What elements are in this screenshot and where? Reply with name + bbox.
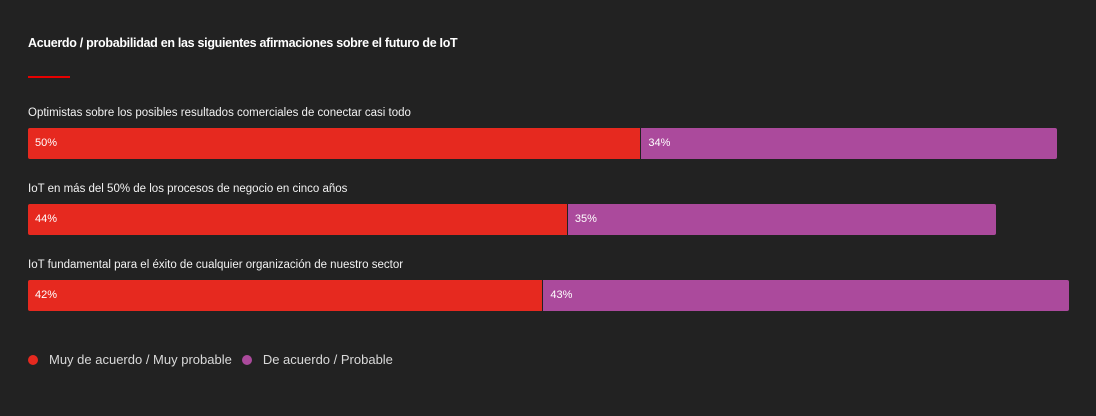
legend-swatch-series-0 xyxy=(28,354,38,365)
bar-segment-series-1-row-0[interactable]: 34% xyxy=(640,128,1057,159)
category-label-1: IoT en más del 50% de los procesos de ne… xyxy=(28,183,348,195)
data-label-series-1-row-0: 34% xyxy=(648,137,671,149)
legend-item-series-1: De acuerdo / Probable xyxy=(241,352,393,367)
data-label-series-0-row-0: 50% xyxy=(35,137,58,149)
title-accent-rule xyxy=(28,76,70,78)
category-label-0: Optimistas sobre los posibles resultados… xyxy=(28,107,411,119)
data-label-series-1-row-2: 43% xyxy=(550,289,573,301)
chart-legend: Muy de acuerdo / Muy probable De acuerdo… xyxy=(28,352,403,367)
bar-segment-series-1-row-1[interactable]: 35% xyxy=(566,204,996,235)
bar-row-1: 44% 35% xyxy=(28,204,996,235)
data-label-series-0-row-1: 44% xyxy=(35,213,58,225)
bar-row-2: 42% 43% xyxy=(28,280,1069,311)
data-label-series-1-row-1: 35% xyxy=(574,213,597,225)
bar-segment-series-0-row-2[interactable]: 42% xyxy=(28,280,543,311)
bar-segment-series-1-row-2[interactable]: 43% xyxy=(542,280,1069,311)
data-label-series-0-row-2: 42% xyxy=(35,289,58,301)
bar-segment-series-0-row-1[interactable]: 44% xyxy=(28,204,567,235)
bar-segment-series-0-row-0[interactable]: 50% xyxy=(28,128,641,159)
legend-label-series-0: Muy de acuerdo / Muy probable xyxy=(49,352,232,367)
legend-item-series-0: Muy de acuerdo / Muy probable xyxy=(28,352,232,367)
chart-title: Acuerdo / probabilidad en las siguientes… xyxy=(28,36,458,50)
legend-swatch-series-1 xyxy=(241,354,252,365)
legend-label-series-1: De acuerdo / Probable xyxy=(262,352,393,367)
bar-row-0: 50% 34% xyxy=(28,128,1057,159)
category-label-2: IoT fundamental para el éxito de cualqui… xyxy=(28,259,404,271)
